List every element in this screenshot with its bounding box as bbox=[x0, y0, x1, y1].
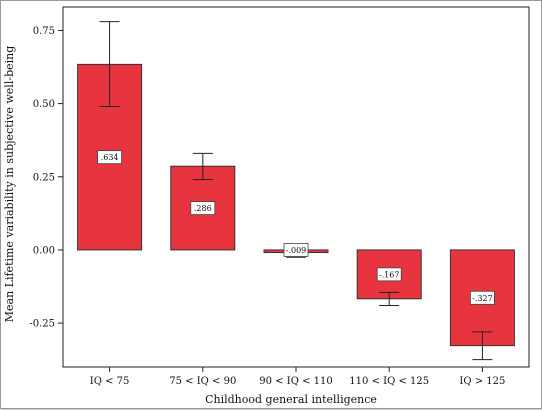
y-tick-label: 0.75 bbox=[33, 26, 55, 37]
x-tick-label: 110 < IQ < 125 bbox=[349, 376, 429, 387]
x-tick-label: 90 < IQ < 110 bbox=[259, 376, 332, 387]
data-label-box bbox=[469, 290, 495, 305]
data-label: -.009 bbox=[286, 246, 307, 255]
data-label: -.167 bbox=[379, 270, 400, 279]
plot-area: 0.75 0.50 0.25 0.00 -0.25 .634 IQ < 75 .286 75 <… bbox=[29, 6, 530, 387]
x-axis-title: Childhood general intelligence bbox=[205, 393, 377, 406]
data-label-box bbox=[283, 243, 309, 257]
y-tick-label: 0.50 bbox=[33, 99, 55, 110]
data-label-box bbox=[190, 201, 216, 215]
data-label: .634 bbox=[101, 153, 119, 162]
x-tick-label: IQ > 125 bbox=[459, 376, 505, 387]
y-tick-label: 0.00 bbox=[33, 245, 55, 256]
data-label: .286 bbox=[194, 204, 212, 213]
y-tick-label: -0.25 bbox=[29, 319, 55, 330]
y-tick-label: 0.25 bbox=[33, 172, 55, 183]
y-axis-title: Mean Lifetime variability in subjective … bbox=[3, 46, 16, 323]
x-tick-label: 75 < IQ < 90 bbox=[169, 376, 236, 387]
data-label-box bbox=[376, 267, 402, 282]
data-label-box bbox=[97, 150, 122, 165]
x-tick-label: IQ < 75 bbox=[90, 376, 130, 387]
data-label: -.327 bbox=[472, 294, 493, 303]
